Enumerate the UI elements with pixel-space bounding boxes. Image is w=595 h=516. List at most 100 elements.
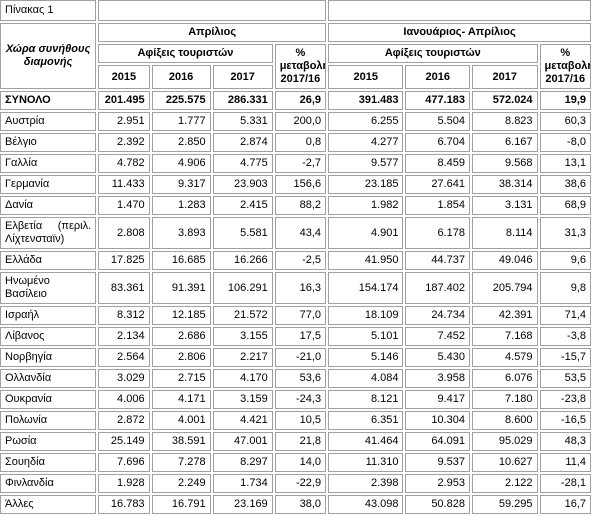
value-cell: 31,3	[539, 217, 591, 249]
value-cell: 187.402	[405, 272, 470, 304]
value-cell: 27.641	[405, 175, 470, 194]
empty-cell	[328, 0, 591, 21]
value-cell: 4.006	[98, 390, 150, 409]
value-cell: 2.217	[212, 348, 273, 367]
value-cell: 5.331	[212, 112, 273, 131]
value-cell: 6.076	[471, 369, 538, 388]
value-cell: 49.046	[471, 251, 538, 270]
value-cell: 23.169	[212, 495, 273, 514]
value-cell: 11.433	[98, 175, 150, 194]
value-cell: 71,4	[539, 306, 591, 325]
value-cell: 7.696	[98, 453, 150, 472]
value-cell: -16,5	[539, 411, 591, 430]
value-cell: -23,8	[539, 390, 591, 409]
value-cell: 5.101	[328, 327, 404, 346]
year-header: 2017	[471, 65, 538, 89]
value-cell: 7.278	[151, 453, 211, 472]
value-cell: 9.568	[471, 154, 538, 173]
value-cell: 5.430	[405, 348, 470, 367]
value-cell: 26,9	[274, 91, 327, 110]
value-cell: 41.950	[328, 251, 404, 270]
country-name: Ισραήλ	[0, 306, 97, 325]
value-cell: 4.782	[98, 154, 150, 173]
group-header: Ιανουάριος- Απρίλιος	[328, 23, 591, 42]
country-row: Αυστρία 2.951 1.777 5.331 200,0 6.255 5.504 8.8…	[0, 112, 591, 131]
value-cell: 3.958	[405, 369, 470, 388]
value-cell: 2.874	[212, 133, 273, 152]
value-cell: 106.291	[212, 272, 273, 304]
value-cell: -3,8	[539, 327, 591, 346]
arrivals-header: Αφίξεις τουριστών	[328, 44, 538, 63]
value-cell: -22,9	[274, 474, 327, 493]
value-cell: 5.504	[405, 112, 470, 131]
value-cell: 77,0	[274, 306, 327, 325]
value-cell: 53,6	[274, 369, 327, 388]
value-cell: 17.825	[98, 251, 150, 270]
value-cell: 16,3	[274, 272, 327, 304]
value-cell: 10.627	[471, 453, 538, 472]
value-cell: 2.392	[98, 133, 150, 152]
value-cell: 2.249	[151, 474, 211, 493]
value-cell: 2.808	[98, 217, 150, 249]
country-name: Γερμανία	[0, 175, 97, 194]
country-name: Γαλλία	[0, 154, 97, 173]
year-header: 2015	[328, 65, 404, 89]
value-cell: 2.872	[98, 411, 150, 430]
value-cell: 1.283	[151, 196, 211, 215]
value-cell: 11,4	[539, 453, 591, 472]
value-cell: 88,2	[274, 196, 327, 215]
year-header: 2017	[212, 65, 273, 89]
country-name: Ουκρανία	[0, 390, 97, 409]
value-cell: 6.351	[328, 411, 404, 430]
caption: Πίνακας 1	[0, 0, 97, 21]
value-cell: 14,0	[274, 453, 327, 472]
value-cell: 38,6	[539, 175, 591, 194]
value-cell: 8.459	[405, 154, 470, 173]
value-cell: 2.806	[151, 348, 211, 367]
value-cell: 38.591	[151, 432, 211, 451]
value-cell: 12.185	[151, 306, 211, 325]
value-cell: 4.906	[151, 154, 211, 173]
value-cell: 9.417	[405, 390, 470, 409]
value-cell: -2,7	[274, 154, 327, 173]
country-row: Ελβετία (περιλ. Λίχτενσταϊν) 2.808 3.893 5.…	[0, 217, 591, 249]
country-name: Ηνωμένο Βασίλειο	[0, 272, 97, 304]
total-row: ΣΥΝΟΛΟ 201.495 225.575 286.331 26,9 391.483 47…	[0, 91, 591, 110]
value-cell: 8.121	[328, 390, 404, 409]
value-cell: 43.098	[328, 495, 404, 514]
country-header: Χώρα συνήθους διαμονής	[0, 23, 97, 89]
value-cell: 8.297	[212, 453, 273, 472]
value-cell: 3.131	[471, 196, 538, 215]
value-cell: 286.331	[212, 91, 273, 110]
value-cell: 391.483	[328, 91, 404, 110]
value-cell: -24,3	[274, 390, 327, 409]
value-cell: 9.537	[405, 453, 470, 472]
value-cell: 7.452	[405, 327, 470, 346]
value-cell: 50.828	[405, 495, 470, 514]
country-name: Σουηδία	[0, 453, 97, 472]
value-cell: 2.951	[98, 112, 150, 131]
value-cell: 9,8	[539, 272, 591, 304]
value-cell: 24.734	[405, 306, 470, 325]
country-row: Ολλανδία 3.029 2.715 4.170 53,6 4.084 3.958 6.0…	[0, 369, 591, 388]
value-cell: -28,1	[539, 474, 591, 493]
value-cell: 3.155	[212, 327, 273, 346]
value-cell: 21.572	[212, 306, 273, 325]
value-cell: 38,0	[274, 495, 327, 514]
value-cell: 225.575	[151, 91, 211, 110]
value-cell: 13,1	[539, 154, 591, 173]
value-cell: 4.775	[212, 154, 273, 173]
country-row: Δανία 1.470 1.283 2.415 88,2 1.982 1.854 3.131 6…	[0, 196, 591, 215]
country-row: Ισραήλ 8.312 12.185 21.572 77,0 18.109 24.734 4…	[0, 306, 591, 325]
value-cell: 3.029	[98, 369, 150, 388]
value-cell: 1.734	[212, 474, 273, 493]
caption-row: Πίνακας 1	[0, 0, 591, 21]
country-name: Πολωνία	[0, 411, 97, 430]
value-cell: 7.180	[471, 390, 538, 409]
value-cell: 205.794	[471, 272, 538, 304]
country-name: Λίβανος	[0, 327, 97, 346]
value-cell: 2.686	[151, 327, 211, 346]
value-cell: 38.314	[471, 175, 538, 194]
value-cell: 477.183	[405, 91, 470, 110]
